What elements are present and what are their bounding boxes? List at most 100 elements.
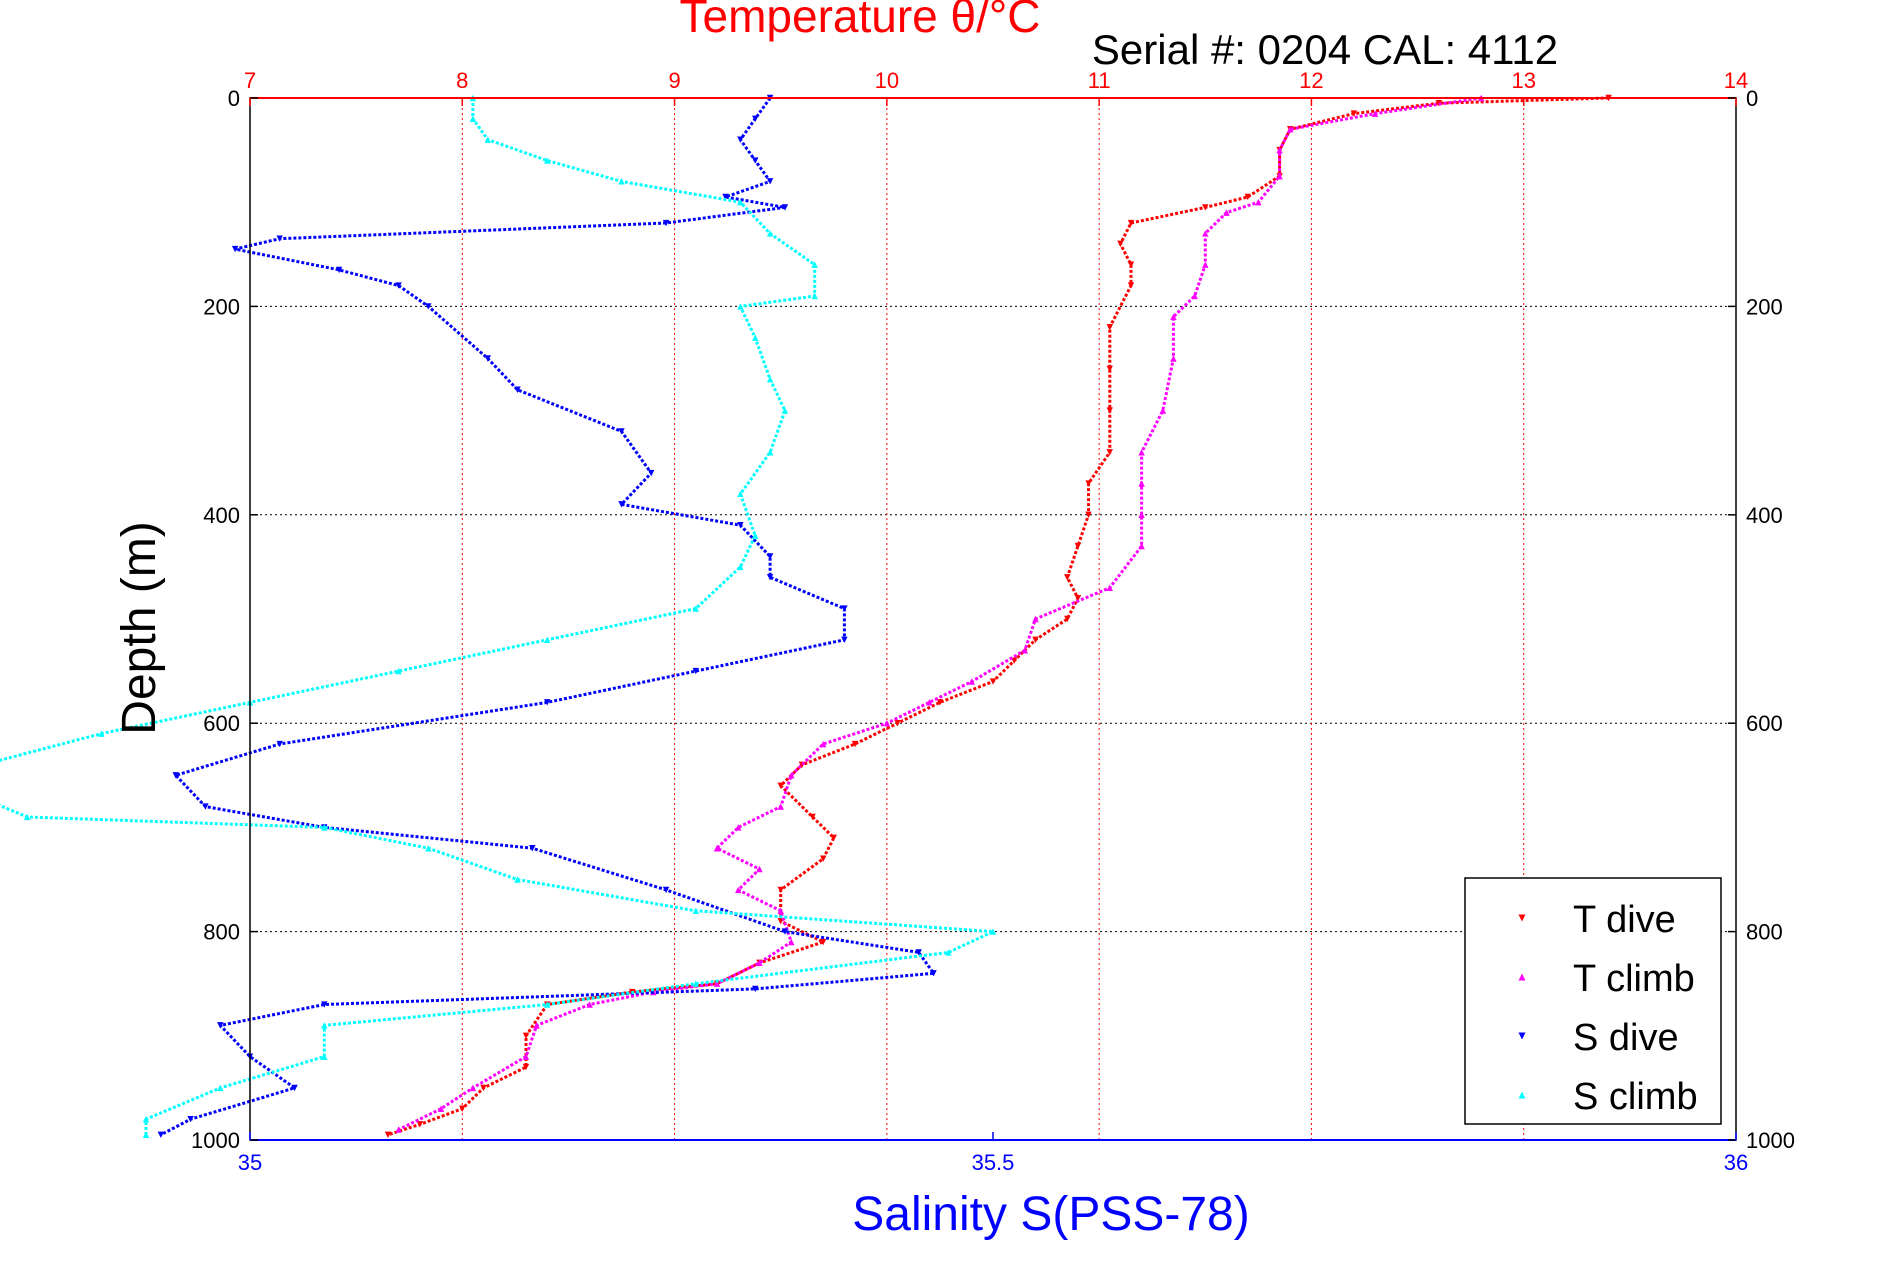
data-point (459, 1105, 466, 1112)
data-point (809, 813, 816, 821)
data-point (752, 115, 759, 123)
y-tick-label: 0 (228, 86, 240, 111)
tick-labels: 0 200 400 600 800 1000 0 200 400 600 800 1000 7 8 9 10 1… (191, 68, 1795, 1175)
data-point (586, 1001, 593, 1008)
data-point (522, 1053, 530, 1060)
data-point (157, 1131, 165, 1138)
data-point (766, 230, 774, 237)
data-point (915, 949, 922, 956)
data-point (202, 803, 209, 810)
data-point (989, 678, 997, 685)
data-point (321, 1001, 328, 1008)
data-point (752, 334, 759, 341)
data-point (737, 522, 744, 529)
y-tick-label: 800 (203, 920, 240, 945)
data-point (926, 699, 933, 706)
data-point (544, 157, 551, 164)
data-point (395, 282, 402, 289)
data-point (788, 938, 795, 946)
data-point (1064, 574, 1071, 581)
data-point (883, 720, 891, 727)
legend-label: T dive (1573, 899, 1676, 941)
data-point (1287, 126, 1294, 133)
data-point (187, 1115, 194, 1123)
data-point (692, 667, 699, 675)
data-point (1170, 313, 1177, 321)
data-point (231, 245, 239, 253)
data-point (142, 1131, 150, 1138)
data-point (142, 1115, 150, 1123)
data-point (1138, 480, 1145, 487)
serial-cal-label: Serial #: 0204 CAL: 4112 (1092, 26, 1558, 73)
data-point (1202, 230, 1209, 237)
data-point (1021, 647, 1029, 654)
data-point (1138, 449, 1145, 456)
data-point (395, 667, 402, 675)
data-point (851, 740, 859, 748)
data-point (544, 1001, 551, 1008)
data-point (469, 115, 477, 123)
data-point (1191, 292, 1198, 300)
data-point (692, 907, 699, 914)
data-point (522, 1032, 530, 1039)
data-point (425, 845, 432, 852)
data-point (781, 407, 789, 414)
data-point (172, 772, 179, 779)
data-point (781, 928, 789, 935)
data-point (217, 1022, 224, 1029)
y-axis-label: Depth (m) (113, 521, 166, 734)
data-point (930, 970, 937, 977)
data-point (98, 730, 105, 737)
data-point (23, 813, 31, 821)
data-point (1276, 146, 1283, 154)
legend-box (1464, 877, 1722, 1125)
legend-marker (1518, 1032, 1526, 1040)
y-tick-label: 200 (203, 294, 240, 319)
series-s-dive (157, 94, 937, 1138)
data-point (752, 532, 759, 539)
data-point (735, 886, 742, 894)
data-point (1371, 110, 1379, 117)
data-point (544, 636, 551, 644)
data-point (752, 985, 759, 993)
data-point (692, 980, 699, 987)
legend-marker (1518, 914, 1526, 922)
x-top-tick-label: 13 (1511, 68, 1535, 93)
data-point (1223, 209, 1230, 216)
data-point (737, 136, 744, 143)
data-point (618, 178, 625, 185)
data-point (713, 845, 721, 852)
y-tick-label-right: 800 (1746, 920, 1783, 945)
data-point (692, 605, 699, 612)
data-point (321, 1053, 328, 1060)
series-trace (0, 98, 995, 1135)
data-point (1085, 480, 1092, 487)
data-point (1106, 449, 1113, 456)
data-point (777, 886, 784, 894)
data-point (437, 1105, 445, 1112)
data-point (484, 136, 491, 143)
data-point (1085, 511, 1092, 518)
data-point (1074, 594, 1082, 602)
data-point (766, 178, 774, 185)
data-point (1138, 511, 1145, 518)
data-point (662, 886, 670, 894)
x-top-tick-label: 9 (668, 68, 680, 93)
data-series (0, 94, 1612, 1138)
data-point (1159, 407, 1167, 414)
data-point (989, 928, 997, 935)
data-point (945, 949, 952, 956)
x-top-tick-label: 12 (1299, 68, 1323, 93)
data-point (533, 1022, 540, 1029)
data-point (514, 386, 521, 393)
data-point (384, 1131, 392, 1138)
data-point (781, 204, 789, 211)
data-point (1202, 261, 1209, 268)
data-point (1032, 636, 1039, 644)
data-point (1202, 204, 1209, 211)
x-top-tick-label: 10 (875, 68, 899, 93)
data-point (618, 428, 625, 435)
data-point (819, 855, 827, 862)
data-point (968, 678, 975, 685)
